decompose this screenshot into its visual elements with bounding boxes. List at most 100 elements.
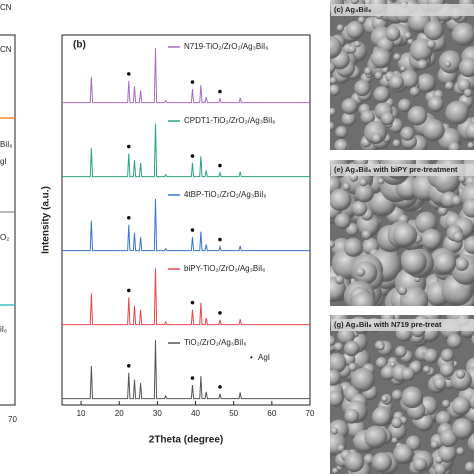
sem-grain [336, 24, 345, 32]
sem-grain [464, 461, 474, 473]
sem-grain [351, 367, 375, 392]
sem-grain [330, 62, 336, 74]
sem-grain [371, 48, 392, 69]
sem-grain [427, 95, 444, 113]
sem-grain [400, 126, 415, 141]
sem-grain [451, 418, 474, 440]
xrd-trace [62, 268, 310, 326]
sem-grain [452, 22, 474, 47]
y-axis-label: Intensity (a.u.) [41, 186, 52, 254]
sem-grain [371, 452, 392, 473]
left-panel-label: CN [0, 3, 12, 12]
x-tick-label: 10 [77, 409, 86, 418]
sem-grain [375, 357, 388, 369]
sem-grain [347, 45, 357, 54]
sem-grain [381, 395, 388, 402]
sem-grain [393, 443, 414, 465]
sem-grain [360, 110, 375, 125]
sem-grain [350, 0, 359, 5]
sem-grain [330, 188, 352, 212]
sem-grain [356, 267, 366, 277]
sem-grain [426, 39, 436, 49]
legend-label: TiO₂/ZrO₂/Ag₃BiI₆ [184, 338, 247, 347]
sem-label: (e) Ag₃BiI₆ with biPY pre-treatment [334, 165, 458, 174]
sem-grain [471, 333, 474, 345]
sem-grain [330, 427, 338, 435]
sem-grain [445, 100, 470, 125]
sem-grain [371, 133, 382, 144]
sem-grain [423, 348, 439, 364]
xrd-trace [62, 340, 310, 400]
sem-grain [458, 175, 466, 183]
agi-marker [218, 89, 222, 94]
agi-marker [190, 154, 195, 158]
sem-image: (e) Ag₃BiI₆ with biPY pre-treatment [330, 160, 474, 306]
sem-label-bg [331, 164, 474, 176]
sem-grain [434, 455, 444, 464]
sem-grain [422, 365, 431, 374]
sem-grain [444, 81, 454, 91]
sem-grain [395, 345, 407, 358]
agi-marker [218, 237, 222, 242]
x-tick-label: 60 [267, 409, 276, 418]
sem-grain [435, 410, 452, 427]
legend-label: N719-TiO₂/ZrO₂/Ag₃BiI₆ [184, 42, 268, 51]
sem-grain [354, 79, 371, 97]
sem-grain [400, 65, 407, 72]
legend-label: biPY-TiO₂/ZrO₂/Ag₃BiI₆ [184, 264, 265, 273]
sem-grain [351, 291, 376, 306]
sem-grain [380, 111, 395, 126]
left-panel-label: O₂ [0, 233, 9, 242]
sem-grain [341, 111, 356, 127]
sem-grain [439, 362, 455, 378]
sem-grain [335, 275, 344, 285]
left-panel-label: 70 [8, 415, 17, 424]
sem-label-bg [331, 319, 474, 331]
sem-grain [391, 389, 403, 401]
legend-label: CPDT1-TiO₂/ZrO₂/Ag₃BiI₆ [184, 116, 276, 125]
sem-grain [458, 57, 474, 78]
agi-marker [126, 288, 131, 293]
sem-grain [448, 141, 461, 150]
sem-grain [334, 213, 351, 230]
sem-grain [455, 257, 469, 271]
plot-frame [61, 34, 311, 406]
sem-grain [416, 59, 428, 71]
xrd-trace [62, 198, 310, 252]
sem-grain [330, 121, 335, 131]
sem-grain [361, 229, 372, 240]
sem-grain [385, 26, 401, 42]
sem-grain [467, 142, 474, 149]
sem-grain [356, 213, 380, 237]
legend-label: 4tBP-TiO₂/ZrO₂/Ag₃BiI₆ [184, 190, 267, 199]
sem-grain [452, 231, 464, 243]
sem-grain [344, 408, 360, 424]
sem-grain [451, 396, 471, 416]
x-tick-label: 40 [191, 409, 200, 418]
sem-grain [401, 367, 416, 382]
sem-grain [354, 41, 361, 48]
left-panel-label: iI₆ [0, 325, 7, 334]
marker-legend-symbol: • [250, 353, 253, 362]
sem-grain [467, 433, 474, 453]
sem-grain [330, 353, 347, 374]
sem-grain [343, 237, 363, 257]
sem-grain [393, 53, 401, 61]
sem-grain [346, 20, 365, 40]
sem-grain [434, 463, 447, 474]
sem-grain [357, 16, 366, 24]
sem-grain [438, 50, 462, 74]
sem-grain [450, 369, 472, 391]
sem-grain [392, 139, 401, 148]
sem-grain [398, 286, 408, 296]
sem-grain [391, 437, 398, 444]
sem-grain [440, 348, 454, 362]
sem-grain [330, 240, 335, 249]
sem-grain [359, 178, 368, 187]
agi-marker [126, 216, 131, 220]
sem-grain [330, 107, 337, 117]
x-tick-label: 30 [153, 409, 162, 418]
agi-marker [218, 163, 222, 168]
sem-grain [433, 251, 457, 275]
sem-grain [391, 417, 403, 429]
